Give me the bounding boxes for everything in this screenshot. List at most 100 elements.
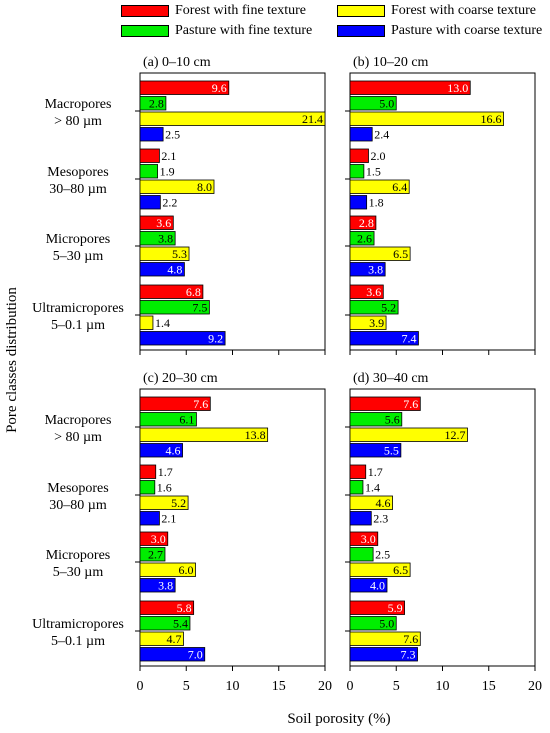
data-label: 1.6 [157, 481, 172, 495]
bar [349, 80, 471, 95]
x-tick-label: 5 [393, 679, 400, 694]
legend-label-pasture-fine: Pasture with fine texture [175, 23, 313, 38]
data-label: 7.5 [192, 301, 207, 315]
bar [349, 315, 387, 330]
legend-item-forest-coarse: Forest with coarse texture [337, 3, 536, 19]
bar [349, 195, 368, 210]
data-label: 5.6 [385, 413, 400, 427]
data-label: 1.7 [158, 465, 173, 479]
legend-label-forest-fine: Forest with fine texture [175, 3, 307, 18]
data-label: 9.2 [208, 332, 223, 346]
chart-legend: Forest with fine texture Forest with coa… [0, 0, 550, 44]
data-label: 7.6 [193, 397, 208, 411]
bar [139, 284, 204, 299]
data-label: 7.3 [401, 648, 416, 662]
data-label: 6.4 [392, 180, 407, 194]
data-label: 5.0 [379, 617, 394, 631]
bar [349, 262, 386, 277]
x-tick-label: 20 [528, 679, 542, 694]
bar [139, 531, 169, 546]
bar [349, 495, 393, 510]
bar [349, 246, 411, 261]
bar [139, 80, 230, 95]
bar [139, 195, 161, 210]
data-label: 5.5 [384, 444, 399, 458]
panel-title: (b) 10–20 cm [353, 55, 429, 70]
data-label: 4.0 [370, 579, 385, 593]
data-label: 9.6 [212, 81, 227, 95]
bar [349, 631, 421, 646]
data-label: 1.9 [160, 165, 175, 179]
bar [139, 231, 176, 246]
data-label: 2.4 [374, 128, 389, 142]
bar [349, 111, 504, 126]
x-tick-label: 15 [482, 679, 496, 694]
bar [139, 111, 326, 126]
bar [349, 511, 372, 526]
data-label: 2.8 [149, 97, 164, 111]
legend-swatch-pasture-fine [121, 25, 169, 37]
bar [349, 215, 377, 230]
x-tick-label: 5 [183, 679, 190, 694]
panel-4: (d) 30–40 cm7.65.612.75.51.71.44.62.33.0… [345, 371, 542, 694]
legend-item-pasture-coarse: Pasture with coarse texture [337, 23, 542, 39]
bar [139, 127, 164, 142]
bar [139, 631, 184, 646]
category-label: Macropores > 80 µm [45, 97, 112, 129]
bar [349, 480, 364, 495]
legend-label-forest-coarse: Forest with coarse texture [391, 3, 537, 18]
data-label: 2.1 [161, 149, 176, 163]
category-label-line: 30–80 µm [49, 182, 107, 197]
data-label: 3.6 [156, 216, 171, 230]
x-tick-label: 10 [436, 679, 450, 694]
bar [139, 396, 211, 411]
bar [139, 480, 156, 495]
bar [349, 179, 410, 194]
data-label: 5.3 [172, 247, 187, 261]
bar [139, 547, 166, 562]
legend-swatch-pasture-coarse [337, 25, 385, 37]
category-label: Mesopores 30–80 µm [47, 165, 108, 197]
bar [349, 443, 402, 458]
bar [139, 427, 269, 442]
panel-title: (a) 0–10 cm [143, 55, 211, 70]
category-label-line: 30–80 µm [49, 498, 107, 513]
legend-swatch-forest-coarse [337, 5, 385, 17]
panel-title: (c) 20–30 cm [143, 371, 218, 386]
category-label-line: Macropores [45, 97, 112, 112]
bar [349, 96, 397, 111]
x-tick-label: 20 [318, 679, 332, 694]
bar [349, 562, 411, 577]
x-tick-label: 0 [137, 679, 144, 694]
category-label-line: Ultramicropores [32, 617, 124, 632]
bar [139, 495, 189, 510]
data-label: 3.6 [366, 285, 381, 299]
data-label: 2.5 [375, 548, 390, 562]
data-label: 13.8 [245, 428, 266, 442]
data-label: 7.6 [403, 632, 418, 646]
data-label: 4.6 [376, 496, 391, 510]
data-label: 4.6 [166, 444, 181, 458]
data-label: 6.5 [393, 247, 408, 261]
bar [139, 647, 206, 662]
data-label: 7.0 [188, 648, 203, 662]
category-label-line: 5–30 µm [53, 565, 104, 580]
bar [349, 164, 365, 179]
data-label: 12.7 [444, 428, 465, 442]
bar [139, 578, 176, 593]
panel-2: (b) 10–20 cm 13.0 5.0 16.6 2.4 2.0 1.5 6.4 1.8 2.… [345, 55, 536, 355]
panel-3: (c) 20–30 cm 7.6 6.1 13.8 4.6 1.7 1.65.2 2.1 3.0… [32, 371, 332, 694]
bar [139, 331, 226, 346]
category-label-line: Ultramicropores [32, 301, 124, 316]
bar [139, 464, 157, 479]
bar [349, 231, 375, 246]
data-label: 2.5 [165, 128, 180, 142]
bar [139, 300, 210, 315]
bar [349, 464, 367, 479]
x-tick-label: 15 [272, 679, 286, 694]
category-label: Micropores 5–30 µm [46, 548, 111, 580]
data-label: 3.8 [158, 232, 173, 246]
bar [139, 164, 158, 179]
data-label: 5.4 [173, 617, 188, 631]
bar [349, 616, 397, 631]
